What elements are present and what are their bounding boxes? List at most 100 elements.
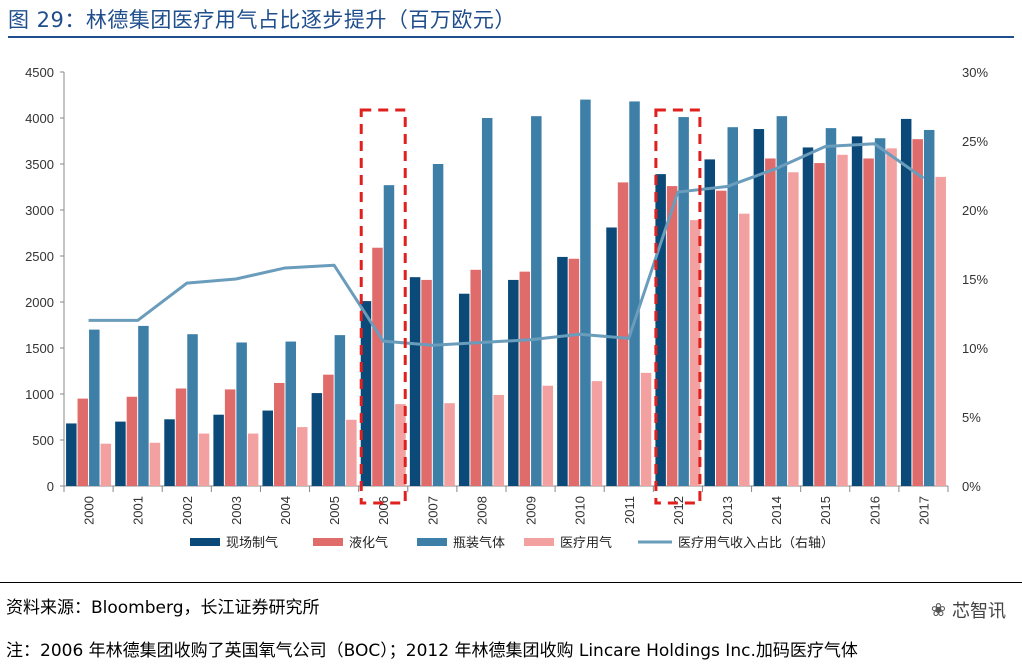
bar <box>629 101 640 486</box>
footnote-text: 注：2006 年林德集团收购了英国氧气公司（BOC）；2012 年林德集团收购 … <box>6 641 858 661</box>
legend-label: 医疗用气 <box>560 535 612 551</box>
bar <box>727 127 738 486</box>
bar <box>874 138 886 486</box>
bar <box>788 172 799 486</box>
bar <box>164 419 175 486</box>
bar <box>323 374 334 486</box>
bar <box>655 174 666 486</box>
bar <box>814 163 825 486</box>
y-tick-label: 2000 <box>25 295 54 310</box>
bar <box>444 403 455 486</box>
bar <box>115 421 126 486</box>
bar <box>409 277 421 486</box>
y-tick-label: 1000 <box>25 387 54 402</box>
legend-swatch <box>417 538 447 546</box>
bar <box>149 442 161 486</box>
y-tick-label: 1500 <box>25 341 54 356</box>
bar <box>606 227 617 487</box>
bar <box>519 271 531 486</box>
bar <box>311 393 323 486</box>
x-tick-label: 2013 <box>720 496 735 525</box>
chart-line <box>88 142 925 347</box>
bar <box>739 213 750 486</box>
y2-tick-label: 10% <box>962 341 988 356</box>
x-tick-label: 2012 <box>671 496 686 525</box>
x-tick-label: 2002 <box>180 496 195 525</box>
bar <box>285 341 296 486</box>
bar <box>900 118 912 487</box>
highlight-box <box>654 108 702 505</box>
bar <box>421 279 432 486</box>
x-tick-label: 2017 <box>916 496 931 525</box>
y-tick-label: 2500 <box>25 249 54 264</box>
bar <box>640 372 652 486</box>
source-text: 资料来源：Bloomberg，长江证券研究所 <box>6 598 320 618</box>
bar <box>802 147 814 486</box>
x-tick-label: 2016 <box>867 496 882 525</box>
y2-tick-label: 15% <box>962 272 988 287</box>
bar <box>138 325 149 486</box>
x-tick-label: 2005 <box>327 496 342 525</box>
watermark: ❀ 芯智讯 <box>931 597 1006 623</box>
y-tick-label: 500 <box>32 433 54 448</box>
wechat-icon: ❀ <box>930 599 946 621</box>
x-tick-label: 2003 <box>229 496 244 525</box>
x-tick-label: 2015 <box>818 496 833 525</box>
bar <box>360 301 372 486</box>
legend-label: 液化气 <box>349 535 388 551</box>
y2-tick-label: 0% <box>962 479 981 494</box>
bar <box>912 139 923 486</box>
bar <box>432 164 444 486</box>
x-tick-label: 2004 <box>278 496 293 525</box>
x-tick-label: 2014 <box>769 496 784 525</box>
chart-highlights <box>359 108 702 505</box>
bar <box>372 247 383 486</box>
legend-label: 瓶装气体 <box>453 535 505 551</box>
bar <box>531 116 542 486</box>
bar <box>591 381 603 486</box>
bar <box>198 433 210 486</box>
y-tick-label: 4500 <box>25 65 54 80</box>
bar <box>126 396 138 486</box>
highlight-box <box>359 108 407 505</box>
legend-label: 医疗用气收入占比（右轴） <box>678 535 834 551</box>
bar <box>236 342 247 486</box>
bar <box>923 129 935 486</box>
bar <box>262 410 273 486</box>
bar <box>765 158 776 486</box>
bar <box>689 220 701 486</box>
legend-swatch <box>190 538 220 546</box>
bar <box>837 154 848 487</box>
bar <box>886 148 897 487</box>
bar <box>851 136 863 486</box>
x-tick-label: 2009 <box>524 496 539 525</box>
bar <box>863 158 874 486</box>
bar <box>542 385 554 486</box>
bar <box>508 279 519 486</box>
x-tick-label: 2000 <box>82 496 97 525</box>
y-tick-label: 3500 <box>25 157 54 172</box>
bar <box>247 433 259 486</box>
bar <box>704 159 715 486</box>
bar <box>753 129 765 486</box>
y2-tick-label: 5% <box>962 410 981 425</box>
bar <box>458 293 470 486</box>
y-tick-label: 4000 <box>25 111 54 126</box>
chart: 0 500 1000 1500 2000 2500 3000 3500 4000 4500 0% 5%… <box>25 65 988 551</box>
bar <box>493 394 504 486</box>
line-series <box>88 142 925 347</box>
bar <box>66 423 77 486</box>
figure-title: 图 29：林德集团医疗用气占比逐步提升（百万欧元） <box>8 8 516 32</box>
bar <box>213 414 224 486</box>
x-tick-label: 2010 <box>573 496 588 525</box>
bar <box>395 404 406 486</box>
bar <box>346 419 357 486</box>
bar <box>77 398 89 486</box>
x-tick-label: 2008 <box>474 496 489 525</box>
x-tick-label: 2007 <box>425 496 440 525</box>
y2-tick-label: 20% <box>962 203 988 218</box>
bar <box>935 176 946 486</box>
bar <box>568 258 580 486</box>
y-tick-label: 0 <box>47 479 54 494</box>
legend-swatch <box>313 538 343 546</box>
